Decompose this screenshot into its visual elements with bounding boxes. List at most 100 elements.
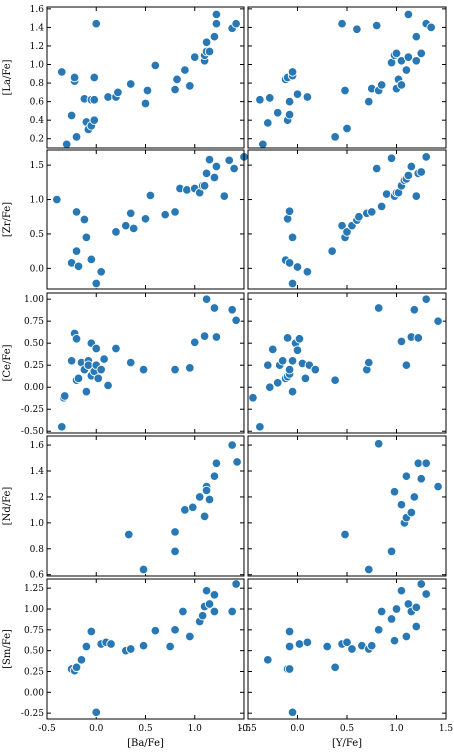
data-point: [211, 9, 222, 20]
data-point: [209, 590, 220, 600]
panel-3-1: [247, 435, 447, 577]
data-point: [386, 614, 397, 624]
y-tick-label: 1.2: [30, 42, 44, 52]
panel-2-1: [247, 292, 447, 434]
data-point: [204, 599, 215, 609]
data-point: [433, 316, 443, 326]
axes-frame: [46, 149, 245, 290]
data-point: [277, 356, 288, 366]
data-point: [409, 492, 420, 502]
panel-1-0: 0.0 0.5 1.0 1.5 [Zr/Fe]: [2, 149, 249, 290]
y-axis-label: [Sm/Fe]: [2, 629, 13, 669]
data-point: [265, 93, 275, 103]
data-point: [140, 98, 151, 109]
data-point: [396, 80, 407, 90]
data-point: [287, 386, 298, 397]
data-point: [89, 115, 100, 125]
y-tick-label: 1.6: [30, 5, 45, 15]
y-tick-label: 1.5: [30, 161, 45, 171]
data-point: [86, 626, 97, 637]
y-tick-label: 0.6: [30, 571, 45, 581]
data-point: [263, 360, 273, 370]
data-point: [204, 46, 215, 57]
data-point: [409, 304, 420, 315]
y-axis-label: [Ce/Fe]: [2, 344, 13, 381]
data-point: [373, 303, 384, 313]
data-point: [231, 579, 241, 589]
data-point: [287, 278, 298, 289]
data-point: [411, 191, 422, 201]
data-point: [310, 364, 321, 375]
data-point: [284, 206, 295, 216]
data-point: [263, 118, 273, 128]
data-point: [81, 232, 92, 243]
y-tick-label: 0.50: [24, 339, 44, 349]
data-point: [69, 72, 80, 83]
data-point: [57, 422, 67, 432]
data-point: [170, 527, 180, 537]
data-point: [364, 96, 374, 107]
data-point: [125, 357, 136, 368]
y-tick-label: 1.0: [30, 196, 45, 206]
data-point: [211, 458, 222, 468]
data-point: [302, 92, 313, 102]
data-point: [211, 161, 222, 172]
data-point: [125, 644, 136, 654]
data-point: [416, 167, 427, 177]
y-tick-label: 1.00: [24, 605, 44, 615]
data-point: [113, 87, 123, 98]
data-point: [71, 246, 82, 256]
data-point: [284, 641, 295, 652]
data-point: [342, 227, 352, 237]
data-point: [364, 564, 374, 575]
panel-0-1: [247, 6, 447, 150]
y-tick-label: 0.5: [30, 230, 45, 240]
data-point: [204, 154, 215, 165]
data-point: [287, 356, 298, 366]
data-point: [185, 363, 195, 373]
data-point: [79, 214, 90, 225]
data-point: [106, 639, 116, 649]
data-point: [411, 56, 422, 66]
data-point: [128, 223, 139, 234]
data-point: [66, 110, 77, 121]
axes-frame: [46, 6, 245, 149]
data-point: [91, 278, 101, 289]
data-point: [416, 474, 427, 484]
data-point: [330, 132, 340, 142]
data-point: [284, 109, 295, 120]
data-point: [125, 208, 136, 219]
data-point: [73, 373, 84, 384]
data-point: [248, 393, 258, 403]
data-point: [376, 201, 387, 212]
data-point: [354, 211, 364, 222]
data-point: [227, 304, 237, 315]
data-point: [396, 585, 407, 596]
data-point: [284, 664, 295, 674]
x-axis-label: [Ba/Fe]: [127, 738, 164, 749]
data-point: [231, 315, 241, 326]
data-point: [330, 662, 340, 673]
data-point: [138, 364, 149, 375]
data-point: [403, 52, 414, 62]
data-point: [150, 60, 161, 71]
data-point: [284, 96, 295, 107]
data-point: [386, 546, 397, 557]
data-point: [201, 585, 212, 596]
data-point: [57, 67, 67, 77]
data-point: [381, 189, 392, 199]
data-point: [340, 529, 350, 540]
x-tick-label: 1.0: [389, 724, 404, 734]
data-point: [258, 139, 268, 150]
y-axis-label: [La/Fe]: [2, 59, 13, 95]
data-point: [401, 471, 412, 481]
y-tick-label: 1.2: [30, 493, 44, 503]
panel-0-0: 0.2 0.4 0.6 0.8 1.0 1.2 1.4 1.6 [La/Fe]: [2, 5, 245, 150]
x-axis-label: [Y/Fe]: [332, 738, 362, 749]
data-point: [433, 481, 443, 492]
data-point: [282, 333, 293, 343]
data-point: [401, 360, 412, 370]
data-point: [172, 74, 182, 85]
y-tick-label: 0.8: [30, 545, 45, 555]
data-point: [138, 640, 149, 651]
